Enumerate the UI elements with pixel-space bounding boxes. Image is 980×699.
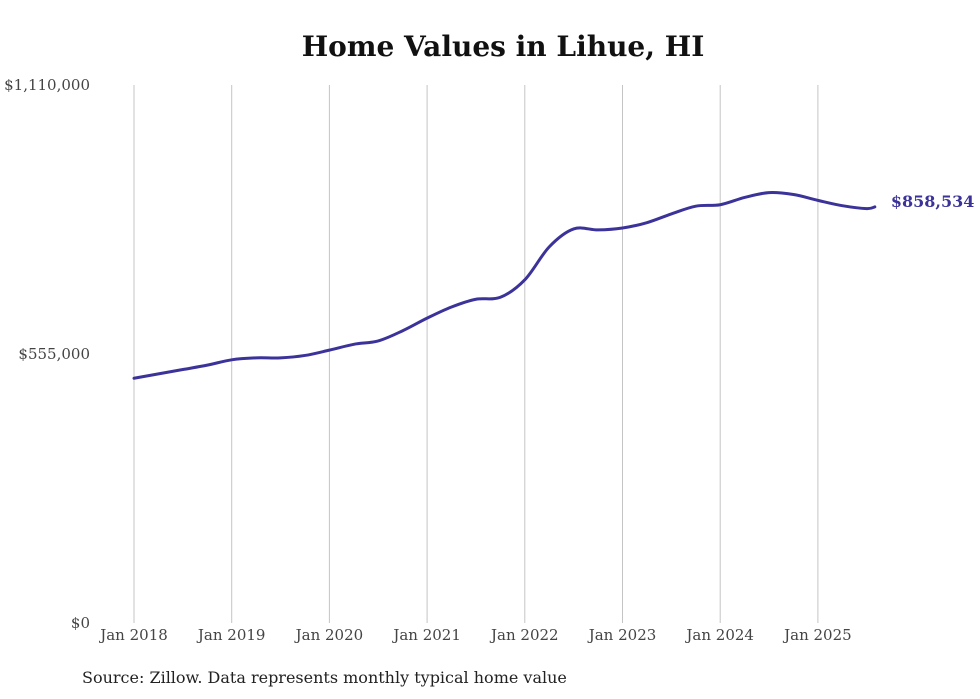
y-tick-label: $1,110,000 <box>4 76 90 94</box>
x-tick-label: Jan 2020 <box>294 626 364 644</box>
x-tick-label: Jan 2019 <box>196 626 266 644</box>
y-tick-label: $0 <box>71 614 90 632</box>
x-tick-label: Jan 2023 <box>587 626 657 644</box>
x-tick-label: Jan 2018 <box>98 626 168 644</box>
x-tick-label: Jan 2022 <box>489 626 559 644</box>
chart-title: Home Values in Lihue, HI <box>301 30 705 63</box>
end-value-label: $858,534 <box>891 192 975 211</box>
series-line <box>132 190 877 380</box>
x-tick-label: Jan 2024 <box>684 626 754 644</box>
x-tick-label: Jan 2021 <box>391 626 461 644</box>
x-tick-label: Jan 2025 <box>782 626 852 644</box>
y-tick-label: $555,000 <box>18 345 90 363</box>
source-note: Source: Zillow. Data represents monthly … <box>82 668 567 687</box>
